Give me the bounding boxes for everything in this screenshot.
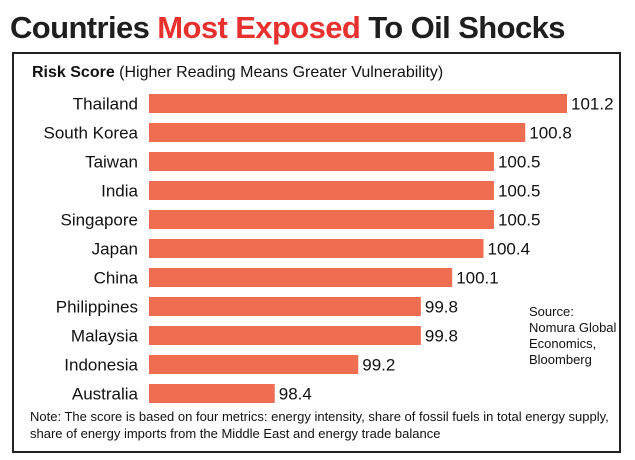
bar-singapore (149, 210, 494, 229)
bar-thailand (149, 94, 567, 113)
title-highlight: Most Exposed (157, 10, 361, 45)
chart-subtitle: Risk Score (Higher Reading Means Greater… (32, 62, 443, 84)
bar-china (149, 268, 453, 287)
category-label-india: India (101, 182, 138, 201)
source-line-4: Bloomberg (529, 352, 592, 367)
category-label-australia: Australia (72, 385, 139, 404)
source-note: Source: Nomura Global Economics, Bloombe… (529, 304, 623, 368)
category-label-japan: Japan (92, 240, 138, 259)
bar-philippines (149, 297, 421, 316)
category-label-philippines: Philippines (56, 298, 138, 317)
chart-title: Countries Most Exposed To Oil Shocks (10, 6, 625, 50)
value-label-taiwan: 100.5 (498, 153, 541, 172)
value-label-south-korea: 100.8 (529, 124, 572, 143)
bar-australia (149, 384, 275, 403)
category-label-thailand: Thailand (73, 95, 138, 114)
footnote: Note: The score is based on four metrics… (30, 409, 609, 441)
bar-malaysia (149, 326, 421, 345)
bar-india (149, 181, 494, 200)
value-label-india: 100.5 (498, 182, 541, 201)
source-line-1: Source: (529, 304, 574, 319)
bar-japan (149, 239, 484, 258)
category-label-indonesia: Indonesia (64, 356, 138, 375)
value-label-thailand: 101.2 (571, 95, 614, 114)
category-label-taiwan: Taiwan (85, 153, 138, 172)
title-part-1: Countries (10, 10, 158, 45)
subtitle-bold: Risk Score (32, 64, 115, 81)
value-label-singapore: 100.5 (498, 211, 541, 230)
source-line-2: Nomura Global (529, 320, 617, 335)
subtitle-rest: (Higher Reading Means Greater Vulnerabil… (114, 64, 444, 81)
category-label-singapore: Singapore (60, 211, 138, 230)
category-label-china: China (94, 269, 139, 288)
value-label-japan: 100.4 (488, 240, 531, 259)
bar-south-korea (149, 123, 526, 142)
value-label-australia: 98.4 (279, 385, 312, 404)
value-label-indonesia: 99.2 (362, 356, 395, 375)
value-label-malaysia: 99.8 (425, 327, 458, 346)
source-line-3: Economics, (529, 336, 597, 351)
bar-taiwan (149, 152, 494, 171)
title-part-3: To Oil Shocks (360, 10, 565, 45)
value-label-china: 100.1 (456, 269, 499, 288)
category-label-malaysia: Malaysia (71, 327, 139, 346)
chart-frame (12, 52, 621, 453)
bar-indonesia (149, 355, 359, 374)
category-label-south-korea: South Korea (43, 124, 138, 143)
value-label-philippines: 99.8 (425, 298, 458, 317)
